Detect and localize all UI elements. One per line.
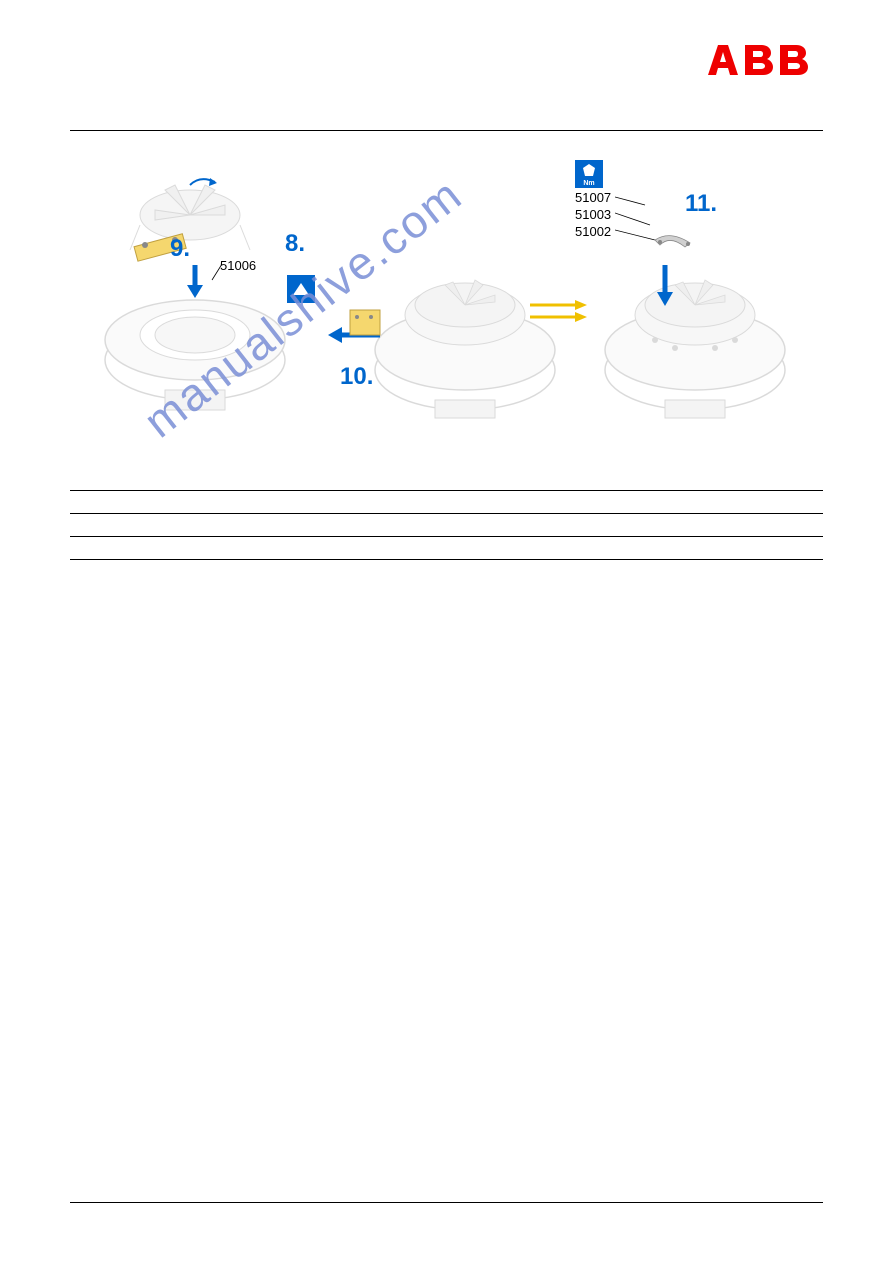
step-10-label: 10. [340,363,373,391]
part-51006: 51006 [220,258,256,273]
part-51002: 51002 [575,224,611,239]
torque-icon: Nm [575,160,603,188]
part-51007: 51007 [575,190,611,205]
part-51003: 51003 [575,207,611,222]
step-8-label: 8. [285,230,305,258]
header-rule [70,130,823,131]
step-11-label: 11. [685,190,717,218]
svg-text:Nm: Nm [583,180,594,187]
footer-rule [70,1202,823,1203]
spec-table [70,490,823,560]
step-9-label: 9. [170,235,190,263]
grease-icon [287,275,315,303]
assembly-diagram: 8. 9. 51006 10. [95,160,795,460]
abb-logo [703,40,823,90]
